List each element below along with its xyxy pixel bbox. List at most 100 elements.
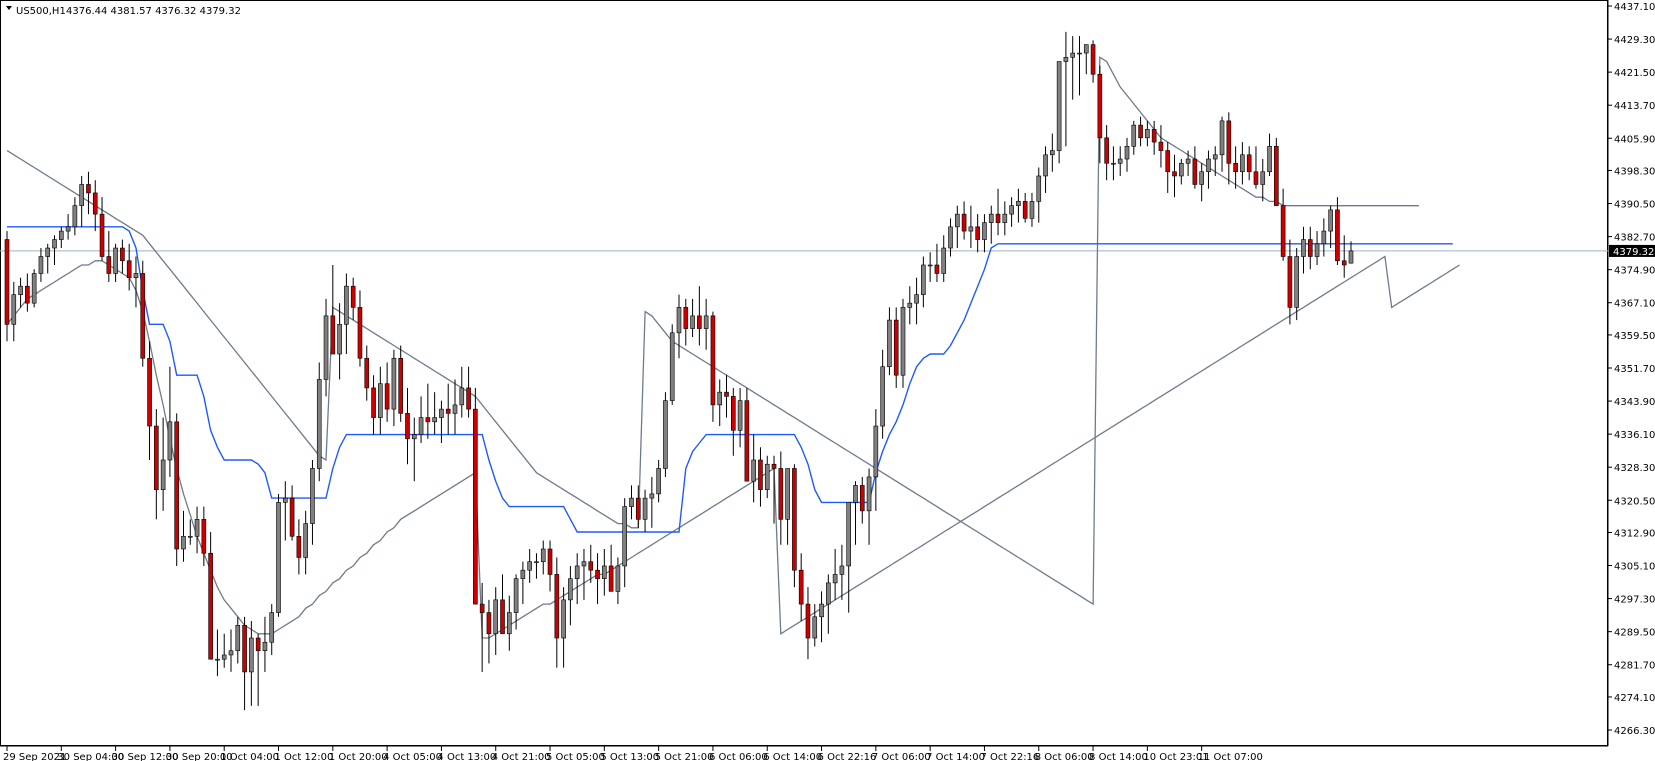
- price-tick-label: 4266.30: [1614, 726, 1655, 737]
- candle-body: [174, 421, 179, 550]
- candle: [1131, 120, 1137, 155]
- candle-body: [697, 315, 702, 329]
- candle: [1240, 142, 1245, 185]
- candle-body: [1246, 154, 1252, 173]
- candle-body: [452, 404, 458, 414]
- candle: [1179, 159, 1184, 185]
- candle-body: [907, 302, 913, 308]
- candle: [4, 231, 10, 342]
- candle: [344, 273, 349, 355]
- candle: [1212, 146, 1218, 176]
- candle: [568, 565, 573, 626]
- candle: [1328, 205, 1333, 249]
- candle: [1165, 142, 1171, 193]
- candle-body: [1185, 158, 1191, 164]
- candle-body: [1233, 162, 1238, 173]
- price-tick-label: 4328.30: [1614, 463, 1655, 474]
- candle-body: [914, 294, 919, 304]
- candle-body: [1260, 171, 1266, 185]
- candle: [710, 311, 716, 422]
- chart-info-ohlc: 4376.44 4381.57 4376.32 4379.32: [66, 6, 241, 17]
- candle: [255, 633, 261, 706]
- candle-body: [65, 226, 71, 232]
- candle: [1226, 112, 1232, 185]
- time-tick-label: 30 Sep 04:00: [57, 752, 124, 761]
- candle-body: [982, 222, 987, 240]
- candle-body: [581, 561, 587, 567]
- candle-body: [615, 565, 621, 592]
- candle-body: [1165, 150, 1171, 173]
- candle: [445, 383, 451, 435]
- candle-body: [350, 285, 356, 308]
- candle-body: [595, 569, 600, 579]
- candle-body: [262, 641, 268, 652]
- candle-body: [1314, 243, 1320, 257]
- candle-body: [846, 502, 851, 567]
- candle-body: [1090, 44, 1096, 75]
- candle-body: [927, 264, 933, 267]
- candle: [968, 205, 974, 249]
- candle: [432, 392, 437, 435]
- candle-body: [1043, 154, 1048, 177]
- candle-body: [642, 497, 648, 520]
- candle-body: [663, 400, 668, 469]
- candle: [507, 595, 512, 651]
- time-tick-label: 6 Oct 14:00: [763, 752, 822, 761]
- candle-body: [1226, 120, 1232, 164]
- time-tick-label: 11 Oct 07:00: [1198, 752, 1263, 761]
- candle: [52, 235, 57, 265]
- time-tick-label: 1 Oct 20:00: [329, 752, 388, 761]
- candle-body: [758, 459, 763, 490]
- candle: [961, 201, 967, 240]
- mid-line: [7, 226, 1453, 533]
- candle-body: [31, 273, 37, 304]
- candle: [778, 451, 784, 545]
- candle-body: [629, 497, 634, 507]
- candle: [642, 489, 648, 533]
- candle: [92, 180, 98, 232]
- price-tick-label: 4429.30: [1614, 35, 1655, 46]
- candle-body: [187, 535, 193, 538]
- candle-body: [866, 476, 872, 512]
- candle: [635, 485, 641, 528]
- chart-info: US500,H1 4376.44 4381.57 4376.32 4379.32: [6, 6, 241, 17]
- candle: [805, 587, 811, 660]
- time-tick-label: 4 Oct 21:00: [492, 752, 551, 761]
- candle-body: [235, 624, 241, 652]
- candle-body: [520, 569, 526, 579]
- candle-body: [771, 463, 777, 469]
- candle-body: [961, 213, 967, 232]
- candle: [1097, 65, 1103, 164]
- candle-body: [1280, 205, 1286, 257]
- candle-body: [344, 285, 349, 325]
- candle: [608, 544, 614, 592]
- candle: [561, 587, 566, 668]
- candle: [1063, 31, 1069, 147]
- candle-body: [167, 421, 173, 461]
- candle-body: [1341, 260, 1347, 266]
- candle: [1301, 226, 1306, 274]
- candle-body: [798, 569, 804, 605]
- time-tick-label: 29 Sep 2021: [3, 752, 66, 761]
- candle: [771, 455, 777, 524]
- candle: [126, 243, 132, 291]
- candle-body: [1124, 146, 1130, 160]
- candle: [59, 226, 64, 249]
- candle: [194, 506, 200, 554]
- candle: [520, 561, 526, 605]
- candle-body: [255, 637, 261, 652]
- candle: [106, 231, 112, 282]
- candle-body: [1274, 146, 1279, 206]
- candle: [269, 604, 275, 655]
- candle: [1287, 239, 1293, 325]
- candle: [1124, 137, 1130, 172]
- price-tick-label: 4390.50: [1614, 200, 1655, 211]
- candle: [873, 409, 879, 511]
- time-tick-label: 5 Oct 13:00: [600, 752, 659, 761]
- candle-body: [690, 315, 695, 329]
- candle: [1090, 40, 1096, 83]
- lower-band-path: [6, 255, 1460, 639]
- candle-body: [554, 574, 560, 639]
- candle-body: [18, 285, 23, 295]
